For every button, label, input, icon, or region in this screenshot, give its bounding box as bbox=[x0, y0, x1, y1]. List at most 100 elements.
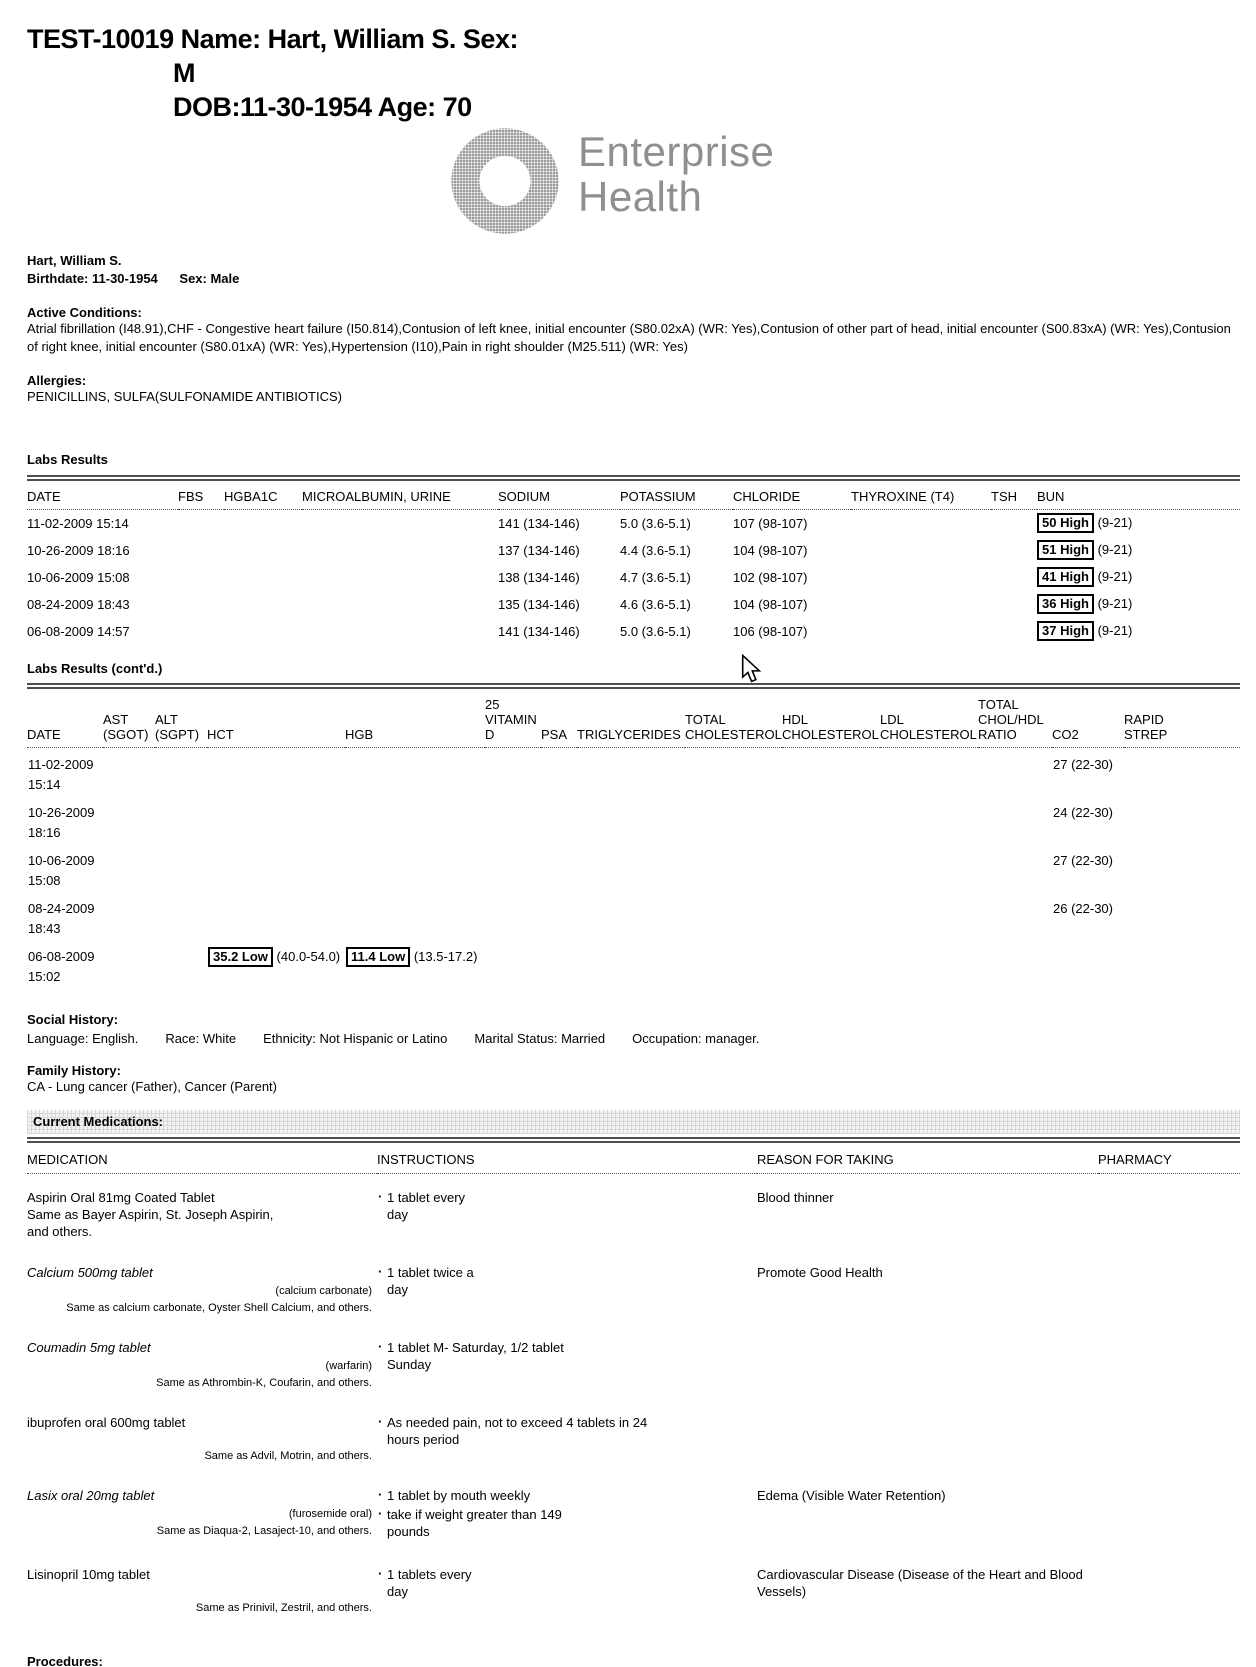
labs2-col-psa: PSA bbox=[541, 688, 577, 748]
cell-medication: Calcium 500mg tablet (calcium carbonate)… bbox=[27, 1249, 377, 1324]
empty-cell bbox=[991, 564, 1037, 591]
cell-chloride: 104 (98-107) bbox=[733, 542, 808, 558]
masthead: TEST-10019 Name: Hart, William S. Sex: M… bbox=[27, 22, 1240, 124]
section-social-history: Social History: Language: English. Race: … bbox=[27, 1012, 1240, 1046]
medication-same-as: Same as Diaqua-2, Lasaject-10, and other… bbox=[156, 1524, 372, 1537]
labs2-top-rule bbox=[27, 682, 1240, 689]
social-history-title: Social History: bbox=[27, 1011, 119, 1027]
empty-cell bbox=[991, 618, 1037, 645]
labs2-col-total-cholesterol: TOTAL CHOLESTEROL bbox=[685, 688, 782, 748]
empty-cell bbox=[178, 510, 224, 537]
empty-cell bbox=[851, 618, 991, 645]
section-family-history: Family History: CA - Lung cancer (Father… bbox=[27, 1063, 1240, 1096]
cell-date: 11-02-2009 15:14 bbox=[28, 756, 94, 792]
labs2-col-hgb: HGB bbox=[345, 688, 485, 748]
medication-generic-name: (furosemide oral) bbox=[288, 1507, 372, 1520]
labs2-col-ast: AST (SGOT) bbox=[103, 688, 155, 748]
cell-instructions: 1 tablet by mouth weekly take if weight … bbox=[377, 1472, 757, 1551]
social-race: Race: White bbox=[165, 1030, 237, 1046]
labs-contd-title: Labs Results (cont'd.) bbox=[27, 660, 163, 676]
labs2-col-rapid-strep: RAPID STREP bbox=[1124, 688, 1240, 748]
labs1-col-microalbumin: MICROALBUMIN, URINE bbox=[302, 481, 498, 510]
empty-cell bbox=[302, 591, 498, 618]
medication-generic-name: (calcium carbonate) bbox=[275, 1284, 372, 1297]
empty-cell bbox=[1098, 1472, 1240, 1551]
empty-cell bbox=[1124, 892, 1240, 940]
reason-text: Blood thinner bbox=[757, 1189, 834, 1205]
empty-cell bbox=[1098, 1249, 1240, 1324]
cell-date: 06-08-2009 14:57 bbox=[27, 623, 130, 639]
empty-cell bbox=[302, 618, 498, 645]
meds-col-reason: REASON FOR TAKING bbox=[757, 1142, 1098, 1174]
instruction-item: 1 tablet every day bbox=[377, 1188, 757, 1223]
cell-date: 08-24-2009 18:43 bbox=[27, 596, 130, 612]
labs2-col-chol-hdl-ratio: TOTAL CHOL/HDL RATIO bbox=[978, 688, 1052, 748]
cell-bun: 51 High (9-21) bbox=[1037, 537, 1240, 564]
labs-contd-table: DATE AST (SGOT) ALT (SGPT) HCT HGB 25 VI… bbox=[27, 688, 1240, 988]
table-row: 08-24-2009 18:43 135 (134-146) 4.6 (3.6-… bbox=[27, 591, 1240, 618]
abnormal-flag: 36 High bbox=[1037, 594, 1094, 614]
labs1-col-potassium: POTASSIUM bbox=[620, 481, 733, 510]
logo-word-enterprise: Enterprise bbox=[578, 128, 775, 175]
empty-cell bbox=[485, 940, 1240, 988]
cell-co2: 27 (22-30) bbox=[1053, 852, 1113, 868]
reference-range: (9-21) bbox=[1097, 569, 1133, 584]
current-medications-band: Current Medications: bbox=[27, 1109, 1240, 1134]
cell-reason: Cardiovascular Disease (Disease of the H… bbox=[757, 1551, 1098, 1624]
patient-identity: Hart, William S. Birthdate: 11-30-1954 S… bbox=[27, 252, 1240, 288]
table-row: 06-08-2009 14:57 141 (134-146) 5.0 (3.6-… bbox=[27, 618, 1240, 645]
labs2-col-co2: CO2 bbox=[1052, 688, 1124, 748]
empty-cell bbox=[103, 844, 1052, 892]
instruction-item: 1 tablet M- Saturday, 1/2 tablet Sunday bbox=[377, 1338, 757, 1373]
instruction-item: 1 tablets every day bbox=[377, 1565, 757, 1600]
medications-table: MEDICATION INSTRUCTIONS REASON FOR TAKIN… bbox=[27, 1142, 1240, 1624]
labs1-col-thyroxine: THYROXINE (T4) bbox=[851, 481, 991, 510]
table-row: Lasix oral 20mg tablet (furosemide oral)… bbox=[27, 1472, 1240, 1551]
cell-date: 10-06-2009 15:08 bbox=[27, 569, 130, 585]
section-current-medications: Current Medications: MEDICATION INSTRUCT… bbox=[27, 1109, 1240, 1624]
table-row: 11-02-2009 15:14 27 (22-30) bbox=[27, 747, 1240, 796]
empty-cell bbox=[302, 510, 498, 537]
section-procedures: Procedures: Appendectomy (06-17-2001),CT… bbox=[27, 1654, 1240, 1667]
labs2-col-hct: HCT bbox=[207, 688, 345, 748]
medication-same-as: Same as Prinivil, Zestril, and others. bbox=[195, 1601, 372, 1614]
labs2-col-ldl: LDL CHOLESTEROL bbox=[880, 688, 978, 748]
family-history-title: Family History: bbox=[27, 1062, 121, 1078]
cell-date: 06-08-2009 15:02 bbox=[28, 948, 95, 984]
social-marital-status: Marital Status: Married bbox=[474, 1030, 606, 1046]
section-active-conditions: Active Conditions: Atrial fibrillation (… bbox=[27, 305, 1240, 356]
cell-bun: 36 High (9-21) bbox=[1037, 591, 1240, 618]
table-row: Lisinopril 10mg tablet Same as Prinivil,… bbox=[27, 1551, 1240, 1624]
reason-text: Edema (Visible Water Retention) bbox=[757, 1487, 946, 1503]
cell-sodium: 135 (134-146) bbox=[498, 596, 580, 612]
medication-name: ibuprofen oral 600mg tablet bbox=[27, 1414, 186, 1430]
empty-cell bbox=[224, 564, 302, 591]
table-row: 10-06-2009 15:08 138 (134-146) 4.7 (3.6-… bbox=[27, 564, 1240, 591]
medication-name: Lisinopril 10mg tablet bbox=[27, 1566, 150, 1582]
patient-birthdate: Birthdate: 11-30-1954 bbox=[27, 271, 158, 286]
reference-range: (13.5-17.2) bbox=[413, 948, 478, 964]
enterprise-health-logo-icon bbox=[450, 127, 560, 235]
cell-chloride: 107 (98-107) bbox=[733, 515, 808, 531]
meds-header-row: MEDICATION INSTRUCTIONS REASON FOR TAKIN… bbox=[27, 1142, 1240, 1174]
abnormal-flag: 37 High bbox=[1037, 621, 1094, 641]
empty-cell bbox=[302, 537, 498, 564]
social-occupation: Occupation: manager. bbox=[632, 1030, 760, 1046]
social-language: Language: English. bbox=[27, 1030, 139, 1046]
table-row: 06-08-2009 15:02 35.2 Low (40.0-54.0) 11… bbox=[27, 940, 1240, 988]
cell-date: 10-06-2009 15:08 bbox=[28, 852, 95, 888]
cell-medication: Coumadin 5mg tablet (warfarin) Same as A… bbox=[27, 1324, 377, 1399]
cell-reason: Promote Good Health bbox=[757, 1249, 1098, 1324]
medication-same-as: Same as Athrombin-K, Coufarin, and other… bbox=[156, 1376, 372, 1389]
meds-col-pharmacy: PHARMACY bbox=[1098, 1142, 1240, 1174]
cell-date: 10-26-2009 18:16 bbox=[28, 804, 95, 840]
cell-chloride: 104 (98-107) bbox=[733, 596, 808, 612]
labs1-col-tsh: TSH bbox=[991, 481, 1037, 510]
cell-chloride: 106 (98-107) bbox=[733, 623, 808, 639]
cell-instructions: 1 tablet every day bbox=[377, 1173, 757, 1249]
labs2-col-date: DATE bbox=[27, 688, 103, 748]
abnormal-flag: 51 High bbox=[1037, 540, 1094, 560]
medication-name: Aspirin Oral 81mg Coated Tablet Same as … bbox=[27, 1189, 274, 1239]
empty-cell bbox=[851, 510, 991, 537]
